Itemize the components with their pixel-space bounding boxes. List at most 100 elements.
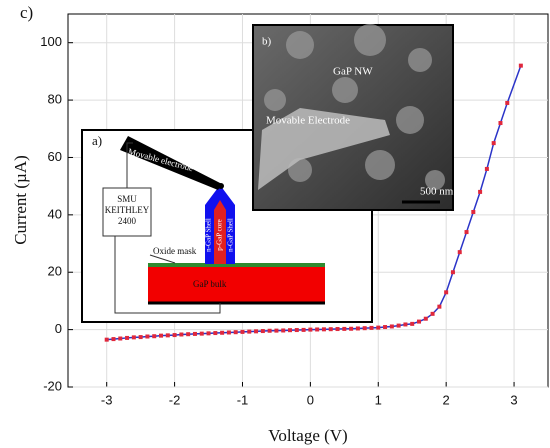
marker bbox=[383, 325, 388, 330]
marker bbox=[294, 328, 299, 333]
y-tick-label: 80 bbox=[48, 92, 62, 107]
annotation: n-GaP Shell bbox=[205, 218, 213, 252]
marker bbox=[281, 328, 286, 333]
marker bbox=[518, 63, 523, 68]
x-tick-label: 0 bbox=[307, 392, 314, 407]
marker bbox=[342, 326, 347, 331]
data bbox=[104, 63, 523, 342]
annotation: c) bbox=[20, 3, 33, 22]
marker bbox=[145, 334, 150, 339]
marker bbox=[131, 335, 136, 340]
marker bbox=[199, 331, 204, 336]
oxide bbox=[148, 263, 325, 267]
marker bbox=[125, 335, 130, 340]
marker bbox=[240, 329, 245, 334]
marker bbox=[186, 332, 191, 337]
marker bbox=[464, 230, 469, 235]
marker bbox=[417, 319, 422, 324]
marker bbox=[498, 121, 503, 126]
y-tick-label: 100 bbox=[40, 34, 62, 49]
electrode bbox=[120, 136, 222, 190]
smu-box bbox=[102, 187, 152, 237]
marker bbox=[220, 330, 225, 335]
y-tick-label: 60 bbox=[48, 149, 62, 164]
marker bbox=[410, 321, 415, 326]
probe bbox=[258, 108, 390, 190]
marker bbox=[328, 327, 333, 332]
x-tick-label: 2 bbox=[443, 392, 450, 407]
marker bbox=[179, 332, 184, 337]
annotation: Oxide mask bbox=[153, 246, 197, 256]
x-tick-label: -1 bbox=[237, 392, 249, 407]
core bbox=[214, 200, 226, 264]
marker bbox=[118, 336, 123, 341]
marker bbox=[396, 323, 401, 328]
marker bbox=[172, 333, 177, 338]
y-tick-label: 0 bbox=[55, 321, 62, 336]
tip bbox=[218, 183, 224, 189]
annotation: KEITHLEY bbox=[105, 205, 150, 215]
marker bbox=[491, 141, 496, 146]
marker bbox=[423, 316, 428, 321]
marker bbox=[315, 327, 320, 332]
marker bbox=[247, 329, 252, 334]
annotation: p-GaP core bbox=[216, 219, 224, 250]
marker bbox=[165, 333, 170, 338]
y-tick-label: -20 bbox=[43, 378, 62, 393]
marker bbox=[505, 100, 510, 105]
marker bbox=[362, 326, 367, 331]
marker bbox=[403, 322, 408, 327]
marker bbox=[159, 333, 164, 338]
annotation: b) bbox=[262, 36, 272, 48]
marker bbox=[437, 304, 442, 309]
wire bbox=[114, 236, 221, 314]
marker bbox=[308, 327, 313, 332]
marker bbox=[321, 327, 326, 332]
x-tick-label: 3 bbox=[510, 392, 517, 407]
marker bbox=[369, 325, 374, 330]
pointer bbox=[149, 254, 176, 264]
marker bbox=[471, 209, 476, 214]
marker bbox=[206, 331, 211, 336]
marker bbox=[152, 334, 157, 339]
marker bbox=[301, 327, 306, 332]
marker bbox=[213, 331, 218, 336]
annotation: 2400 bbox=[118, 216, 137, 226]
annotation: Movable Electrode bbox=[266, 115, 350, 127]
annotation: a) bbox=[92, 133, 102, 148]
wire bbox=[126, 142, 133, 188]
marker bbox=[355, 326, 360, 331]
marker bbox=[138, 335, 143, 340]
annotation: 500 nm bbox=[420, 186, 454, 198]
marker bbox=[478, 189, 483, 194]
x-tick-label: -3 bbox=[101, 392, 113, 407]
x-axis-label: Voltage (V) bbox=[268, 426, 347, 445]
marker bbox=[192, 331, 197, 336]
bulk bbox=[148, 266, 325, 302]
marker bbox=[104, 337, 109, 342]
x-tick-label: -2 bbox=[169, 392, 181, 407]
marker bbox=[444, 290, 449, 295]
marker bbox=[335, 327, 340, 332]
y-axis-label: Current (µA) bbox=[11, 155, 30, 245]
marker bbox=[260, 329, 265, 334]
marker bbox=[111, 337, 116, 342]
marker bbox=[430, 311, 435, 316]
y-tick-label: 40 bbox=[48, 206, 62, 221]
marker bbox=[376, 325, 381, 330]
annotation: GaP bulk bbox=[193, 279, 227, 289]
marker bbox=[484, 166, 489, 171]
annotation: n-GaP Shell bbox=[227, 218, 235, 252]
marker bbox=[274, 328, 279, 333]
marker bbox=[267, 328, 272, 333]
annotation: GaP NW bbox=[333, 66, 373, 78]
marker bbox=[233, 330, 238, 335]
marker bbox=[450, 270, 455, 275]
marker bbox=[457, 250, 462, 255]
marker bbox=[349, 326, 354, 331]
y-tick-label: 20 bbox=[48, 264, 62, 279]
marker bbox=[254, 329, 259, 334]
marker bbox=[389, 324, 394, 329]
x-tick-label: 1 bbox=[375, 392, 382, 407]
